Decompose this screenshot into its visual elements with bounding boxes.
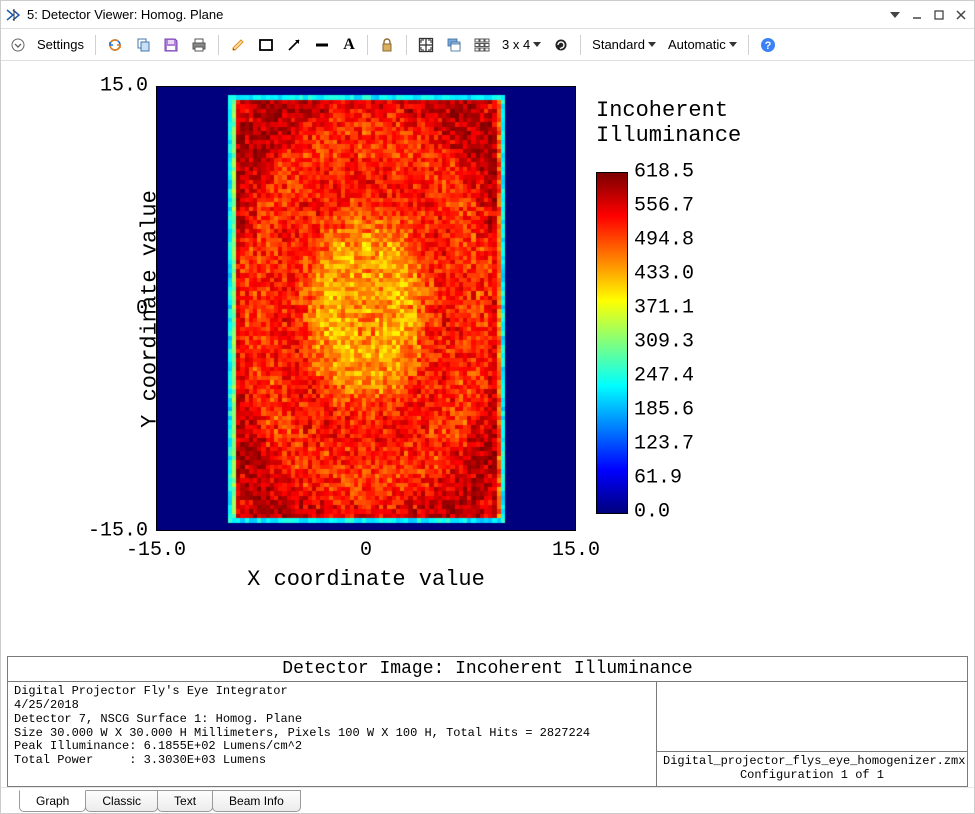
grid-size-icon[interactable] xyxy=(470,33,494,57)
info-left: Digital Projector Fly's Eye Integrator 4… xyxy=(8,682,657,786)
tabs: GraphClassicTextBeam Info xyxy=(1,787,974,813)
titlebar: 5: Detector Viewer: Homog. Plane xyxy=(1,1,974,29)
info-panel: Detector Image: Incoherent Illuminance D… xyxy=(7,656,968,787)
rectangle-icon[interactable] xyxy=(254,33,278,57)
pencil-icon[interactable] xyxy=(226,33,250,57)
minimize-button[interactable] xyxy=(908,6,926,24)
chevron-down-icon xyxy=(533,42,541,47)
colorbar-tick: 371.1 xyxy=(634,297,694,320)
x-axis-label: X coordinate value xyxy=(247,567,485,592)
lock-icon[interactable] xyxy=(375,33,399,57)
content: 15.0 0 -15.0 -15.0 0 15.0 Y coordinate v… xyxy=(1,61,974,813)
line-thickness-icon[interactable] xyxy=(310,33,334,57)
tab-beam-info[interactable]: Beam Info xyxy=(212,790,301,812)
colorbar-tick: 494.8 xyxy=(634,229,694,252)
dropdown-icon[interactable] xyxy=(886,6,904,24)
info-right-bottom: Digital_projector_flys_eye_homogenizer.z… xyxy=(657,752,967,786)
maximize-button[interactable] xyxy=(930,6,948,24)
settings-label: Settings xyxy=(37,37,84,52)
colorbar-tick: 247.4 xyxy=(634,365,694,388)
xtick: 15.0 xyxy=(552,539,600,562)
arrow-icon[interactable] xyxy=(282,33,306,57)
text-tool-icon[interactable]: A xyxy=(338,33,360,57)
refresh-target-icon[interactable] xyxy=(549,33,573,57)
plot-frame: 15.0 0 -15.0 -15.0 0 15.0 Y coordinate v… xyxy=(156,86,576,531)
standard-dropdown[interactable]: Standard xyxy=(588,33,660,57)
fit-window-icon[interactable] xyxy=(414,33,438,57)
tab-text[interactable]: Text xyxy=(157,790,213,812)
grid-size-dropdown[interactable]: 3 x 4 xyxy=(498,33,545,57)
help-icon[interactable]: ? xyxy=(756,33,780,57)
ytick: 15.0 xyxy=(100,75,148,98)
colorbar-tick: 0.0 xyxy=(634,501,670,524)
tab-classic[interactable]: Classic xyxy=(85,790,158,812)
colorbar-tick: 123.7 xyxy=(634,433,694,456)
heatmap-canvas xyxy=(156,86,576,531)
colorbar-title: Incoherent Illuminance xyxy=(596,98,741,149)
tab-graph[interactable]: Graph xyxy=(19,790,86,812)
colorbar-tick: 185.6 xyxy=(634,398,694,421)
colorbar-tick: 556.7 xyxy=(634,194,694,217)
expand-settings-icon[interactable] xyxy=(7,33,29,57)
close-button[interactable] xyxy=(952,6,970,24)
automatic-label: Automatic xyxy=(668,37,726,52)
automatic-dropdown[interactable]: Automatic xyxy=(664,33,741,57)
colorbar-canvas xyxy=(596,172,628,514)
zemax-app-icon xyxy=(5,7,21,23)
settings-button[interactable]: Settings xyxy=(33,33,88,57)
info-right: Digital_projector_flys_eye_homogenizer.z… xyxy=(657,682,967,786)
y-axis-label: Y coordinate value xyxy=(137,190,162,428)
print-icon[interactable] xyxy=(187,33,211,57)
stack-windows-icon[interactable] xyxy=(442,33,466,57)
svg-text:?: ? xyxy=(764,40,771,52)
refresh-icon[interactable] xyxy=(103,33,127,57)
info-body: Digital Projector Fly's Eye Integrator 4… xyxy=(8,682,967,786)
colorbar-tick: 309.3 xyxy=(634,330,694,353)
chevron-down-icon xyxy=(729,42,737,47)
copy-icon[interactable] xyxy=(131,33,155,57)
plot-area: 15.0 0 -15.0 -15.0 0 15.0 Y coordinate v… xyxy=(1,61,974,652)
xtick: -15.0 xyxy=(126,539,186,562)
colorbar: 618.5556.7494.8433.0371.1309.3247.4185.6… xyxy=(596,172,626,512)
colorbar-tick: 618.5 xyxy=(634,161,694,184)
save-icon[interactable] xyxy=(159,33,183,57)
colorbar-tick: 433.0 xyxy=(634,262,694,285)
grid-size-label: 3 x 4 xyxy=(502,37,530,52)
standard-label: Standard xyxy=(592,37,645,52)
xtick: 0 xyxy=(360,539,372,562)
chevron-down-icon xyxy=(648,42,656,47)
colorbar-tick: 61.9 xyxy=(634,466,682,489)
window-title: 5: Detector Viewer: Homog. Plane xyxy=(27,7,223,22)
info-right-top xyxy=(657,682,967,752)
info-title: Detector Image: Incoherent Illuminance xyxy=(8,657,967,682)
toolbar: Settings xyxy=(1,29,974,61)
